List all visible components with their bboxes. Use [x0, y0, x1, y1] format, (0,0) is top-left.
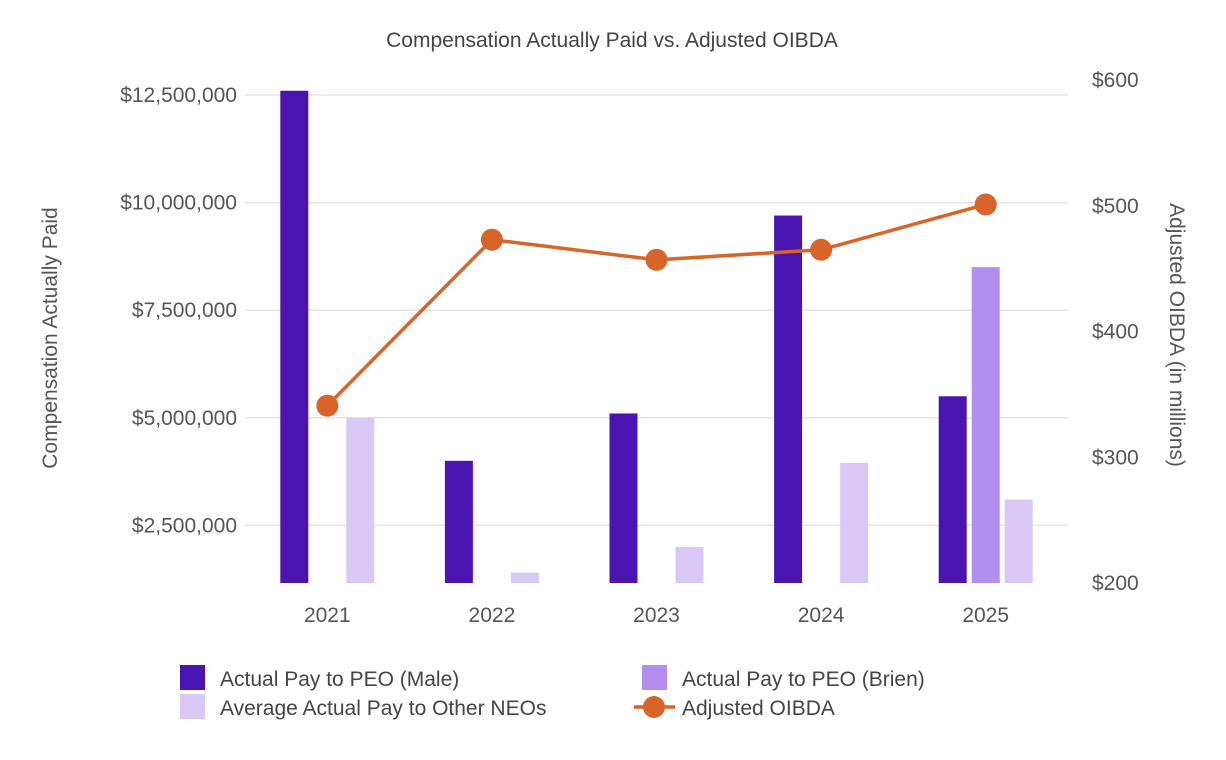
right-tick-label: $300 — [1092, 446, 1139, 469]
legend-label: Actual Pay to PEO (Male) — [220, 668, 459, 691]
x-tick-label: 2023 — [633, 604, 680, 627]
bar-1 — [774, 215, 803, 583]
bar-1 — [444, 460, 473, 583]
bars — [280, 90, 1033, 584]
legend-swatch — [642, 665, 667, 690]
gridlines — [245, 94, 1068, 527]
legend-marker — [643, 696, 665, 718]
oibda-polyline — [326, 202, 987, 407]
left-tick-label: $7,500,000 — [132, 299, 237, 322]
oibda-point — [645, 248, 668, 271]
legend-label: Actual Pay to PEO (Brien) — [682, 668, 925, 691]
oibda-point — [316, 394, 339, 417]
left-tick-label: $5,000,000 — [132, 407, 237, 430]
bar-1 — [938, 396, 967, 583]
left-axis-label: Compensation Actually Paid — [39, 207, 62, 469]
right-tick-label: $600 — [1092, 69, 1139, 92]
oibda-point — [480, 228, 503, 251]
oibda-point — [974, 193, 997, 216]
bar-3 — [840, 462, 869, 583]
right-tick-label: $200 — [1092, 572, 1139, 595]
left-tick-label: $12,500,000 — [120, 84, 237, 107]
x-tick-label: 2022 — [469, 604, 516, 627]
bar-3 — [1004, 499, 1033, 583]
bar-3 — [675, 546, 704, 583]
left-tick-label: $10,000,000 — [120, 192, 237, 215]
legend-swatch — [180, 665, 205, 690]
x-tick-label: 2021 — [304, 604, 351, 627]
x-tick-label: 2025 — [962, 604, 1009, 627]
bar-1 — [280, 90, 309, 584]
bar-2 — [971, 267, 1000, 583]
oibda-point — [810, 238, 833, 261]
right-tick-label: $500 — [1092, 195, 1139, 218]
bar-3 — [346, 417, 375, 583]
oibda-line — [316, 193, 997, 417]
legend: Actual Pay to PEO (Male) Actual Pay to PE… — [180, 665, 925, 720]
bar-3 — [510, 572, 539, 583]
legend-swatch — [180, 694, 205, 719]
legend-label: Adjusted OIBDA — [682, 697, 835, 720]
left-tick-label: $2,500,000 — [132, 514, 237, 537]
x-tick-label: 2024 — [798, 604, 845, 627]
x-axis-ticks: 2021 2022 2023 2024 2025 — [304, 604, 1009, 627]
legend-label: Average Actual Pay to Other NEOs — [220, 697, 546, 720]
chart-title: Compensation Actually Paid vs. Adjusted … — [386, 29, 838, 52]
right-axis-ticks: $200 $300 $400 $500 $600 — [1092, 69, 1139, 595]
left-axis-ticks: $2,500,000 $5,000,000 $7,500,000 $10,000,00… — [120, 84, 237, 537]
right-axis-label: Adjusted OIBDA (in millions) — [1165, 203, 1188, 467]
bar-1 — [609, 413, 638, 583]
right-tick-label: $400 — [1092, 321, 1139, 344]
